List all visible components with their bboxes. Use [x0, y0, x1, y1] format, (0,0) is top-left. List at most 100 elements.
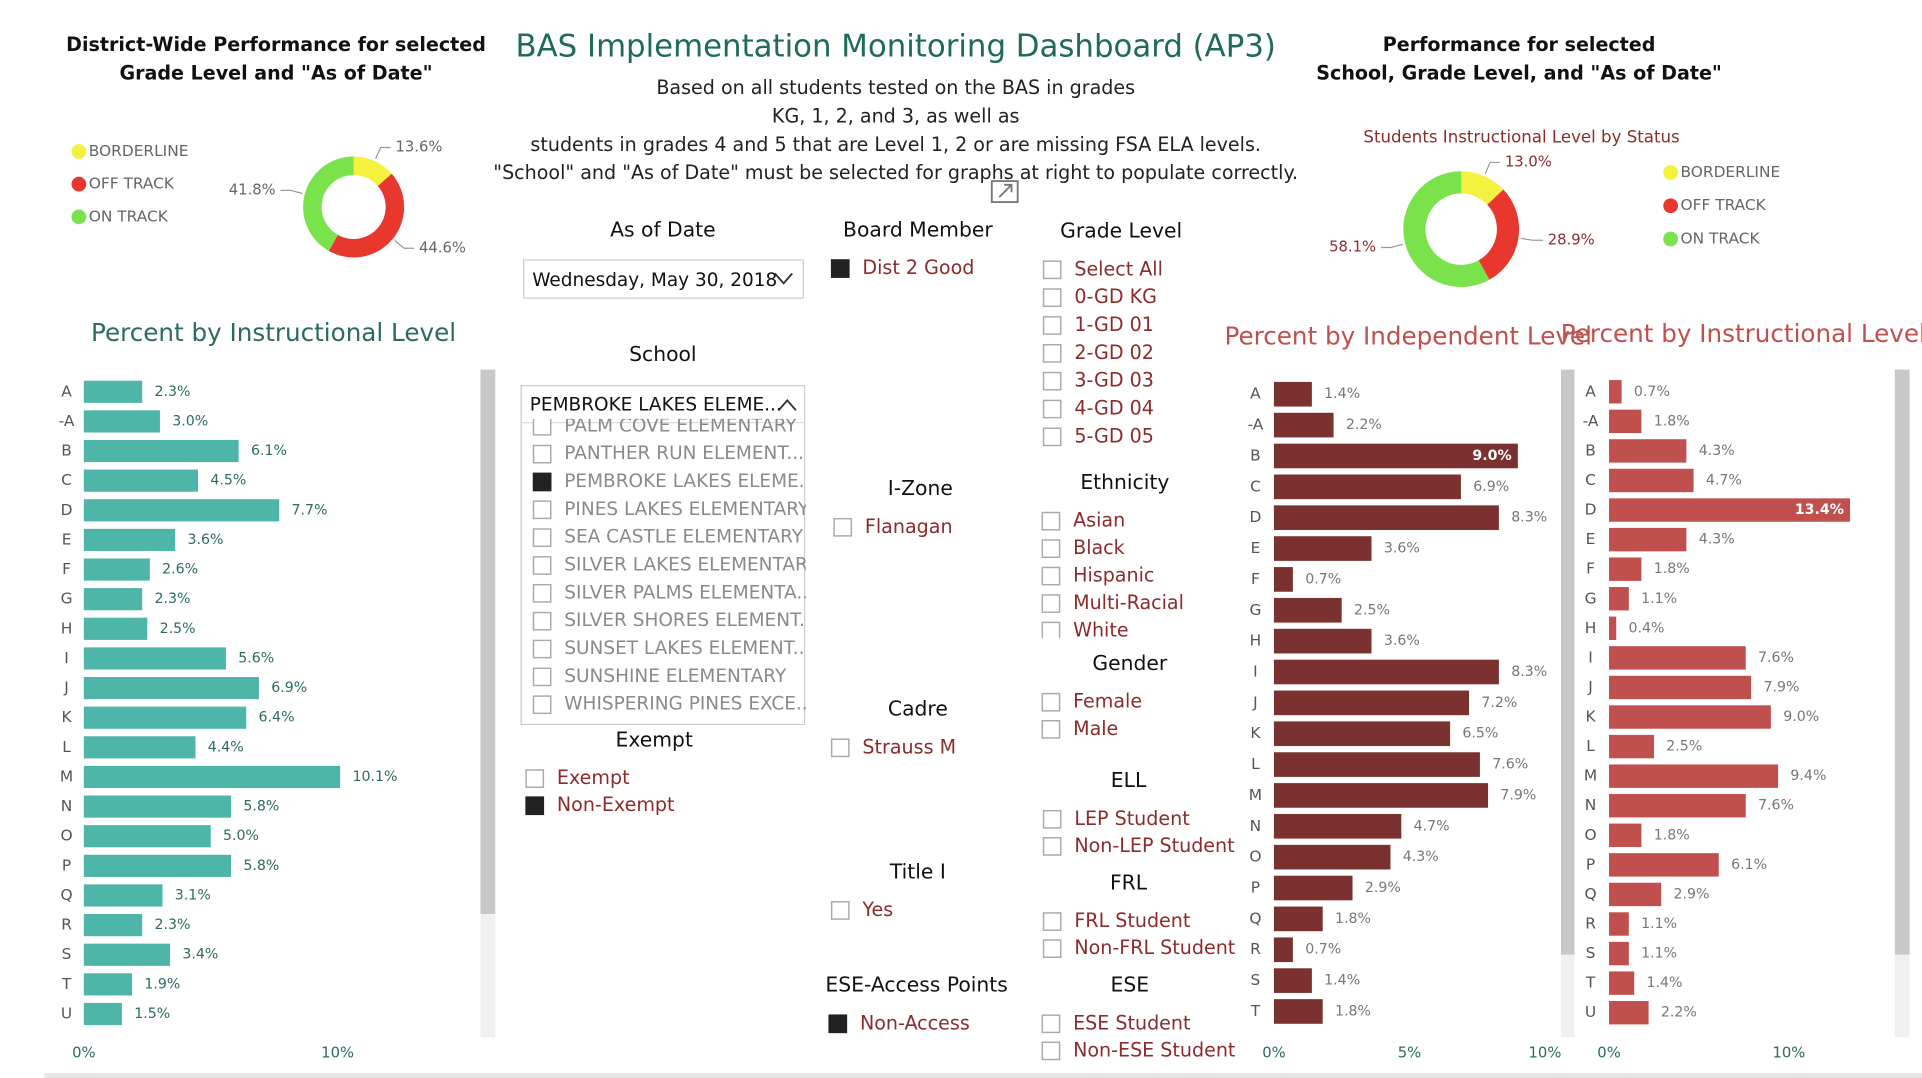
slicer-item[interactable]: 4-GD 04 [1074, 397, 1154, 420]
bar[interactable] [83, 973, 133, 996]
bar[interactable] [1273, 474, 1461, 500]
slicer-item[interactable]: 1-GD 01 [1074, 313, 1154, 336]
bar[interactable] [1609, 764, 1779, 788]
checkbox[interactable] [1041, 621, 1061, 639]
bar[interactable] [83, 499, 280, 522]
scrollbar[interactable] [1894, 369, 1910, 955]
bar[interactable] [1273, 752, 1480, 777]
bar[interactable] [83, 617, 148, 640]
bar[interactable] [1273, 937, 1293, 963]
checkbox[interactable] [532, 639, 552, 659]
bar[interactable] [1273, 412, 1334, 438]
bar[interactable] [1609, 971, 1635, 995]
checkbox[interactable] [532, 611, 552, 631]
legend-label[interactable]: OFF TRACK [89, 175, 175, 193]
slicer-item[interactable]: Strauss M [862, 735, 956, 758]
slicer-item[interactable]: Non-Exempt [557, 793, 675, 816]
checkbox[interactable] [532, 500, 552, 520]
slicer-item[interactable]: FRL Student [1074, 909, 1191, 932]
slicer-item[interactable]: Black [1073, 536, 1125, 559]
bar[interactable] [83, 854, 232, 877]
legend-label[interactable]: BORDERLINE [89, 142, 189, 160]
bar[interactable] [83, 647, 226, 670]
legend-label[interactable]: ON TRACK [89, 207, 169, 225]
checkbox[interactable] [830, 901, 850, 920]
bar[interactable] [83, 528, 176, 552]
checkbox[interactable] [1041, 1014, 1061, 1034]
slicer-item[interactable]: Non-FRL Student [1074, 936, 1235, 959]
slicer-item[interactable]: PINES LAKES ELEMENTARY [564, 499, 810, 520]
slicer-item[interactable]: PEMBROKE LAKES ELEME... [564, 471, 816, 492]
bar[interactable] [1273, 690, 1470, 716]
bar[interactable] [1609, 646, 1746, 670]
slicer-item[interactable]: LEP Student [1074, 807, 1190, 830]
bar[interactable] [1609, 527, 1687, 552]
checkbox[interactable] [1042, 939, 1062, 959]
slicer-item[interactable]: Dist 2 Good [862, 256, 974, 279]
checkbox[interactable] [1042, 427, 1062, 447]
checkbox[interactable] [1042, 912, 1062, 931]
bar[interactable] [83, 439, 239, 463]
checkbox[interactable] [828, 1014, 848, 1034]
bar[interactable] [83, 558, 150, 581]
bar[interactable] [83, 676, 259, 700]
slicer-item[interactable]: 5-GD 05 [1074, 424, 1154, 447]
bar[interactable] [83, 884, 163, 907]
bar[interactable] [1273, 875, 1353, 901]
bar[interactable] [83, 380, 143, 403]
checkbox[interactable] [1042, 809, 1062, 829]
bar[interactable] [1609, 468, 1694, 493]
legend-label[interactable]: OFF TRACK [1680, 196, 1766, 214]
bar[interactable] [1273, 505, 1499, 531]
checkbox[interactable] [532, 528, 552, 548]
slicer-item[interactable]: Asian [1073, 509, 1125, 532]
expand-icon[interactable] [990, 180, 1019, 203]
bar[interactable] [1609, 734, 1654, 759]
checkbox[interactable] [532, 695, 552, 715]
bar[interactable] [83, 795, 232, 818]
bar[interactable] [1609, 705, 1771, 729]
slicer-item[interactable]: Non-ESE Student [1073, 1038, 1236, 1061]
slicer-item[interactable]: 3-GD 03 [1074, 369, 1154, 392]
checkbox[interactable] [1042, 343, 1062, 363]
bar[interactable] [83, 1002, 122, 1026]
checkbox[interactable] [1041, 539, 1061, 558]
checkbox[interactable] [1041, 594, 1061, 613]
bar[interactable] [83, 765, 341, 789]
slicer-item[interactable]: SILVER PALMS ELEMENTA... [564, 582, 814, 603]
checkbox[interactable] [525, 796, 545, 816]
slicer-item[interactable]: SUNSHINE ELEMENTARY [564, 666, 787, 687]
slicer-item[interactable]: WHISPERING PINES EXCE... [564, 694, 813, 715]
checkbox[interactable] [1041, 511, 1061, 531]
slicer-item[interactable]: PALM COVE ELEMENTARY [564, 415, 797, 436]
bar[interactable] [1273, 906, 1323, 932]
bar[interactable] [1273, 813, 1402, 839]
bar[interactable] [1609, 587, 1629, 611]
scrollbar[interactable] [1560, 369, 1575, 955]
checkbox[interactable] [1042, 316, 1062, 335]
bar[interactable] [1609, 853, 1719, 877]
bar[interactable] [83, 943, 171, 966]
slicer-item[interactable]: Non-Access [860, 1011, 970, 1034]
dropdown-value[interactable]: PEMBROKE LAKES ELEME... [530, 394, 782, 415]
school-dropdown[interactable] [520, 384, 806, 726]
slicer-item[interactable]: Hispanic [1073, 564, 1154, 587]
checkbox[interactable] [1041, 719, 1061, 739]
bar[interactable] [1273, 536, 1372, 561]
checkbox[interactable] [1042, 288, 1062, 308]
checkbox[interactable] [1041, 692, 1061, 712]
bar[interactable] [1609, 1001, 1649, 1025]
bar[interactable] [83, 736, 196, 759]
checkbox[interactable] [833, 517, 853, 537]
bar[interactable] [83, 410, 160, 433]
checkbox[interactable] [1042, 260, 1062, 280]
bar[interactable] [83, 914, 143, 937]
checkbox[interactable] [532, 556, 552, 575]
checkbox[interactable] [1042, 399, 1062, 419]
checkbox[interactable] [1041, 1041, 1061, 1061]
slicer-item[interactable]: Female [1073, 690, 1142, 713]
bar[interactable] [83, 706, 247, 729]
bar[interactable] [1273, 999, 1323, 1024]
slicer-item[interactable]: Male [1073, 717, 1118, 740]
checkbox[interactable] [525, 769, 545, 788]
